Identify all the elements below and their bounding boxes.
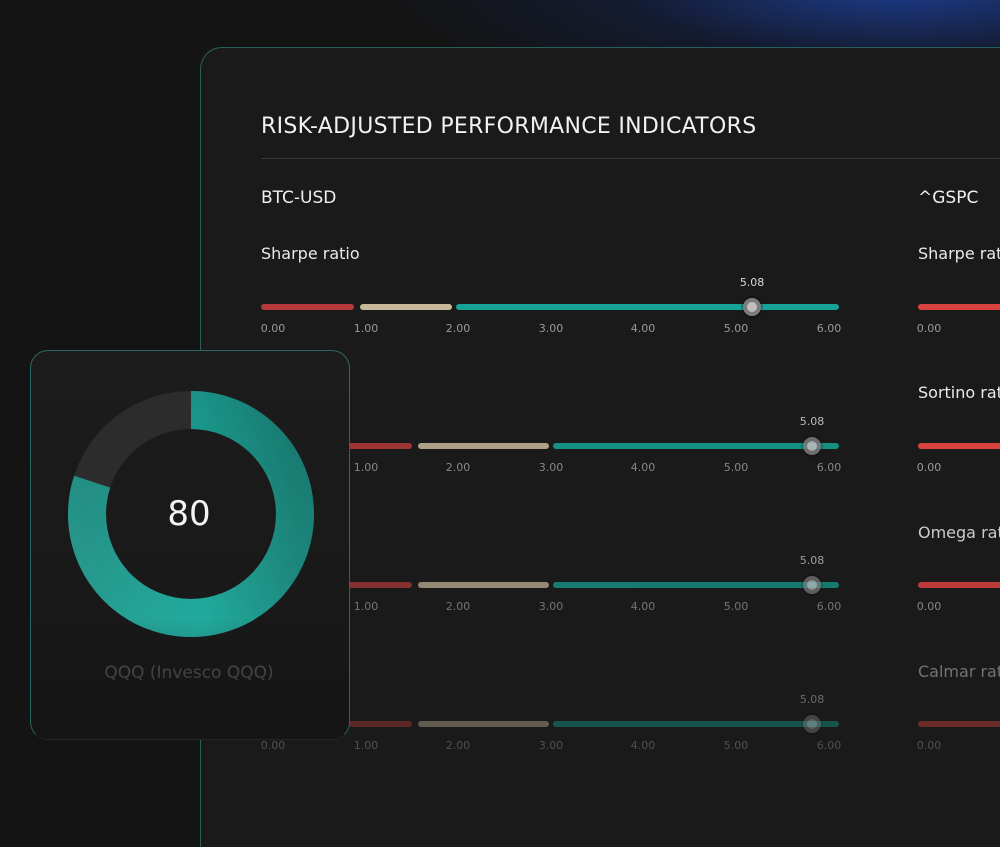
btc-metric-2-tick: 5.00 [723,600,749,613]
track-segment-teal [456,304,839,310]
btc-metric-1-tick: 6.00 [816,461,842,474]
btc-metric-0-tick: 5.00 [723,322,749,335]
gspc-sortino-track [918,443,1000,449]
gspc-omega-tick-start: 0.00 [916,600,942,613]
panel-title: RISK-ADJUSTED PERFORMANCE INDICATORS [261,114,757,139]
track-segment-beige [417,721,549,727]
btc-metric-1-slider-handle[interactable] [803,437,821,455]
track-segment-teal [553,443,839,449]
btc-metric-1-tick: 1.00 [353,461,379,474]
btc-metric-1-value-label: 5.08 [799,415,825,428]
title-divider [261,158,1000,159]
btc-metric-0-track[interactable] [261,304,841,310]
track-segment-teal [553,721,839,727]
btc-metric-2-tick: 1.00 [353,600,379,613]
btc-metric-0-tick: 2.00 [445,322,471,335]
asset-ticker-gspc: ^GSPC [918,188,979,208]
score-donut [68,391,314,637]
btc-metric-3-tick: 3.00 [538,739,564,752]
btc-metric-1-tick: 2.00 [445,461,471,474]
gspc-sharpe-track [918,304,1000,310]
gspc-sharpe-tick-start: 0.00 [916,322,942,335]
gspc-sortino-tick-start: 0.00 [916,461,942,474]
btc-metric-0-tick: 1.00 [353,322,379,335]
track-segment-beige [359,304,453,310]
btc-metric-3-tick: 1.00 [353,739,379,752]
btc-metric-2-slider-handle[interactable] [803,576,821,594]
donut-progress-highlight [68,391,314,637]
metric-label-calmar-gspc: Calmar rat [918,662,1000,681]
score-card[interactable]: 80 QQQ (Invesco QQQ) [30,350,350,740]
btc-metric-2-tick: 6.00 [816,600,842,613]
gspc-calmar-track [918,721,1000,727]
btc-metric-2-tick: 2.00 [445,600,471,613]
btc-metric-1-tick: 4.00 [630,461,656,474]
score-card-asset-label: QQQ (Invesco QQQ) [104,663,274,683]
score-value: 80 [167,494,211,534]
btc-metric-3-tick: 0.00 [260,739,286,752]
btc-metric-3-value-label: 5.08 [799,693,825,706]
btc-metric-1-tick: 5.00 [723,461,749,474]
gspc-omega-track [918,582,1000,588]
btc-metric-0-tick: 4.00 [630,322,656,335]
track-segment-red [261,304,354,310]
metric-label-sharpe-btc: Sharpe ratio [261,244,360,263]
track-segment-beige [417,582,549,588]
btc-metric-3-tick: 5.00 [723,739,749,752]
track-segment-beige [417,443,549,449]
btc-metric-0-slider-handle[interactable] [743,298,762,316]
btc-metric-2-tick: 3.00 [538,600,564,613]
btc-metric-3-tick: 2.00 [445,739,471,752]
btc-metric-3-slider-handle[interactable] [803,715,821,733]
track-segment-teal [553,582,839,588]
btc-metric-0-tick: 3.00 [538,322,564,335]
btc-metric-0-tick: 0.00 [260,322,286,335]
btc-metric-3-tick: 4.00 [630,739,656,752]
asset-ticker-btc: BTC-USD [261,188,337,208]
metric-label-sortino-gspc: Sortino rat [918,383,1000,402]
btc-metric-3-tick: 6.00 [816,739,842,752]
btc-metric-0-tick: 6.00 [816,322,842,335]
btc-metric-2-tick: 4.00 [630,600,656,613]
gspc-calmar-tick-start: 0.00 [916,739,942,752]
btc-metric-1-tick: 3.00 [538,461,564,474]
btc-metric-2-value-label: 5.08 [799,554,825,567]
metric-label-omega-gspc: Omega rat [918,523,1000,542]
btc-metric-0-value-label: 5.08 [739,276,765,289]
metric-label-sharpe-gspc: Sharpe rat [918,244,1000,263]
